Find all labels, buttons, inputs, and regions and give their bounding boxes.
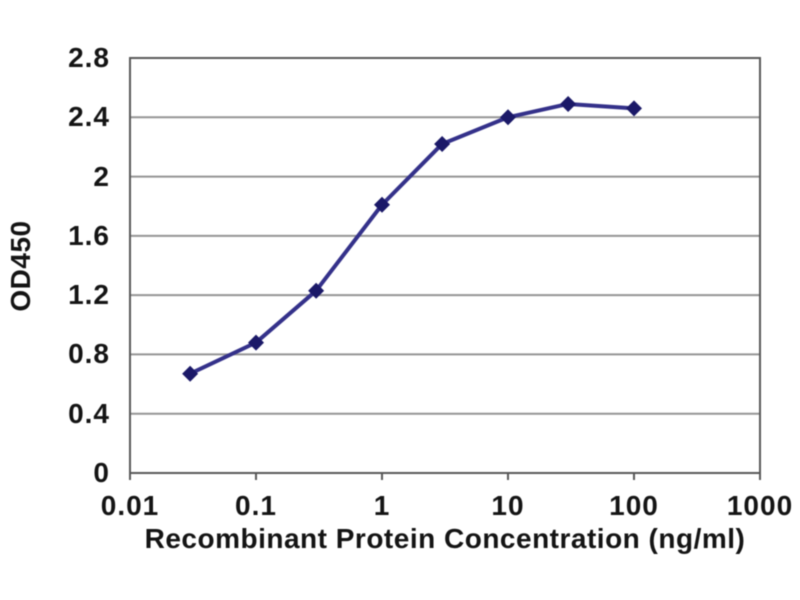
- data-point-marker: [308, 282, 325, 299]
- data-line: [188, 101, 636, 376]
- y-tick-label: 2: [93, 160, 110, 192]
- x-tick-label: 100: [609, 490, 659, 521]
- data-point-marker: [182, 365, 199, 382]
- data-point-marker: [626, 100, 642, 117]
- x-tick-label: 1: [373, 490, 391, 521]
- x-tick-label: 0.1: [235, 490, 277, 521]
- x-tick-label: 0.01: [100, 490, 160, 521]
- data-point-marker: [434, 135, 451, 152]
- data-point-marker: [500, 109, 516, 126]
- y-tick-label: 1.2: [68, 279, 110, 311]
- y-tick-label: 0.4: [68, 397, 110, 429]
- x-tick-label: 10: [491, 490, 525, 521]
- y-tick-label: 1.6: [68, 219, 110, 251]
- data-point-marker: [560, 95, 577, 112]
- y-tick-label: 2.4: [68, 101, 110, 133]
- x-axis-tick-labels: 0.01 0.1 1 10 100 1000: [0, 492, 800, 522]
- y-axis-tick-labels: 0 0.4 0.8 1.2 1.6 2 2.4 2.8: [0, 0, 110, 600]
- y-tick-label: 0: [93, 457, 110, 488]
- y-tick-label: 2.8: [68, 42, 110, 73]
- y-tick-label: 0.8: [68, 338, 110, 370]
- data-point-marker: [248, 334, 264, 351]
- data-point-marker: [374, 196, 390, 213]
- x-axis-title: Recombinant Protein Concentration (ng/ml…: [144, 523, 746, 554]
- plot-frame: [129, 57, 761, 474]
- x-tick-label: 1000: [726, 490, 794, 521]
